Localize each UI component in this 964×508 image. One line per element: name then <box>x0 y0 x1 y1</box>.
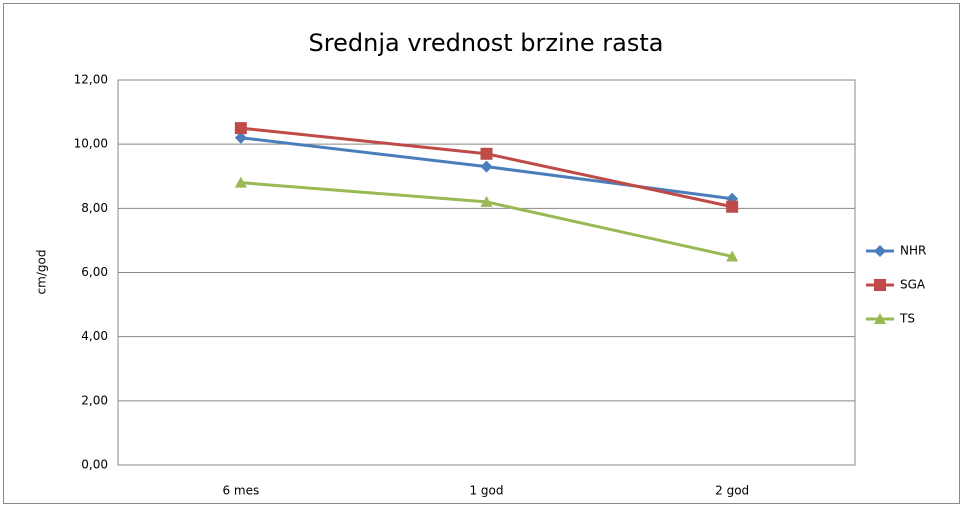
y-tick-label: 2,00 <box>81 393 108 407</box>
y-tick-label: 4,00 <box>81 329 108 343</box>
data-point <box>480 147 493 160</box>
legend-marker <box>874 279 886 291</box>
data-point <box>480 195 493 207</box>
y-tick-label: 0,00 <box>81 458 108 472</box>
legend-marker <box>874 245 886 257</box>
data-point <box>234 131 247 144</box>
x-tick-label: 2 god <box>715 484 749 498</box>
chart-border <box>3 3 960 504</box>
legend-label: SGA <box>900 278 926 292</box>
legend-label: NHR <box>900 244 926 258</box>
y-tick-label: 6,00 <box>81 265 108 279</box>
chart-title: Srednja vrednost brzine rasta <box>309 29 664 57</box>
data-point <box>234 122 247 135</box>
data-point <box>726 200 739 213</box>
data-point <box>480 160 493 173</box>
y-tick-label: 10,00 <box>74 137 108 151</box>
legend-label: TS <box>899 312 915 326</box>
data-point <box>726 250 739 262</box>
plot-border <box>117 79 856 466</box>
x-tick-label: 6 mes <box>222 484 259 498</box>
y-tick-label: 8,00 <box>81 201 108 215</box>
data-point <box>234 176 247 188</box>
y-axis-label: cm/god <box>35 250 49 295</box>
y-tick-label: 12,00 <box>74 73 108 87</box>
x-tick-label: 1 god <box>469 484 503 498</box>
legend-marker <box>874 313 886 324</box>
